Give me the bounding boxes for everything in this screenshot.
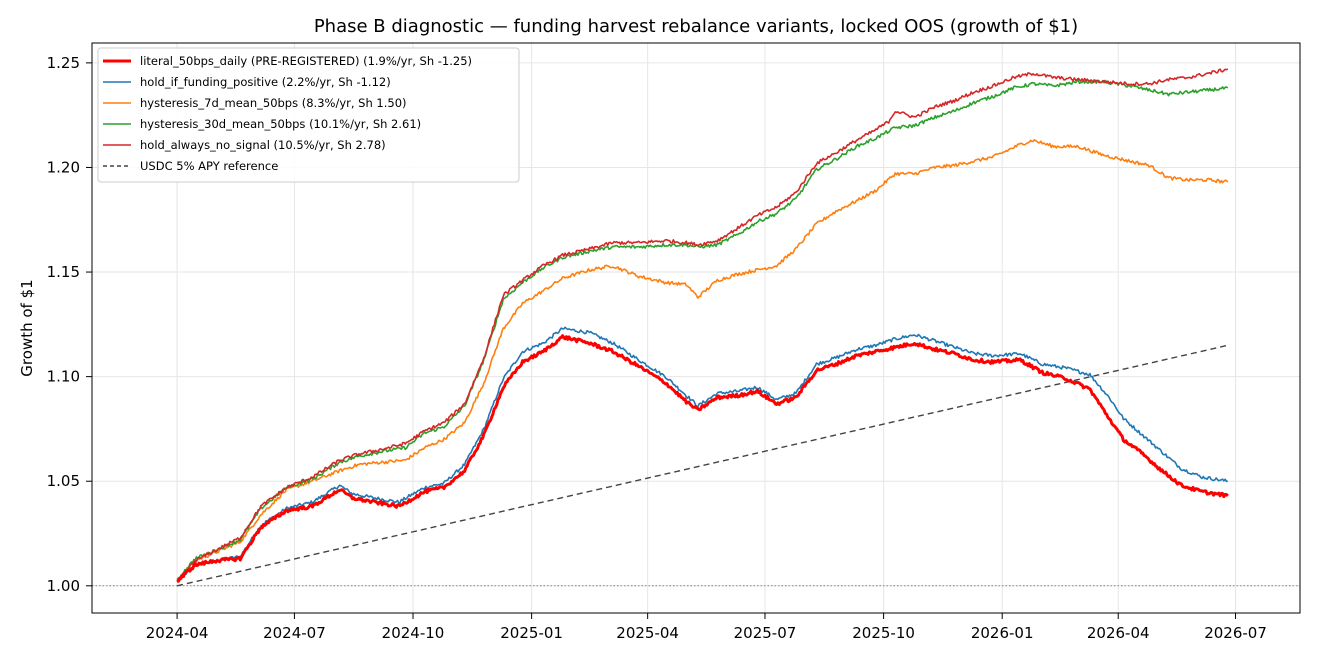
y-tick-label: 1.10 (47, 368, 80, 386)
x-tick-label: 2025-01 (500, 624, 563, 642)
series-line (176, 68, 1229, 582)
x-tick-label: 2024-07 (263, 624, 326, 642)
x-tick-label: 2025-04 (616, 624, 679, 642)
series-line (176, 334, 1229, 584)
y-tick-label: 1.20 (47, 158, 80, 176)
legend: literal_50bps_daily (PRE-REGISTERED) (1.… (97, 47, 520, 183)
series-line (176, 139, 1229, 581)
series-lines (176, 68, 1229, 587)
y-tick-label: 1.25 (47, 54, 80, 72)
legend-label: hysteresis_30d_mean_50bps (10.1%/yr, Sh … (140, 117, 421, 131)
axis-ticks: 2024-04 2024-07 2024-10 2025-01 2025-04 2025-… (47, 54, 1267, 642)
series-line (176, 79, 1229, 581)
x-tick-label: 2026-04 (1087, 624, 1150, 642)
series-line (176, 326, 1228, 583)
legend-label: literal_50bps_daily (PRE-REGISTERED) (1.… (140, 54, 472, 68)
y-tick-label: 1.00 (47, 577, 80, 595)
x-tick-label: 2026-07 (1204, 624, 1267, 642)
chart-title: Phase B diagnostic — funding harvest reb… (314, 16, 1078, 37)
y-axis-title: Growth of $1 (18, 279, 36, 376)
plot-area-frame (91, 42, 1301, 614)
legend-box (97, 47, 520, 183)
y-tick-label: 1.15 (47, 263, 80, 281)
y-tick-label: 1.05 (47, 472, 80, 490)
grid-lines (92, 43, 1300, 613)
legend-label: USDC 5% APY reference (140, 159, 278, 173)
legend-label: hold_if_funding_positive (2.2%/yr, Sh -1… (140, 75, 391, 89)
x-tick-label: 2025-10 (852, 624, 915, 642)
legend-label: hold_always_no_signal (10.5%/yr, Sh 2.78… (140, 138, 386, 152)
x-tick-label: 2024-10 (382, 624, 445, 642)
x-tick-label: 2025-07 (734, 624, 797, 642)
x-tick-label: 2024-04 (146, 624, 209, 642)
x-tick-label: 2026-01 (971, 624, 1034, 642)
legend-label: hysteresis_7d_mean_50bps (8.3%/yr, Sh 1.… (140, 96, 407, 110)
